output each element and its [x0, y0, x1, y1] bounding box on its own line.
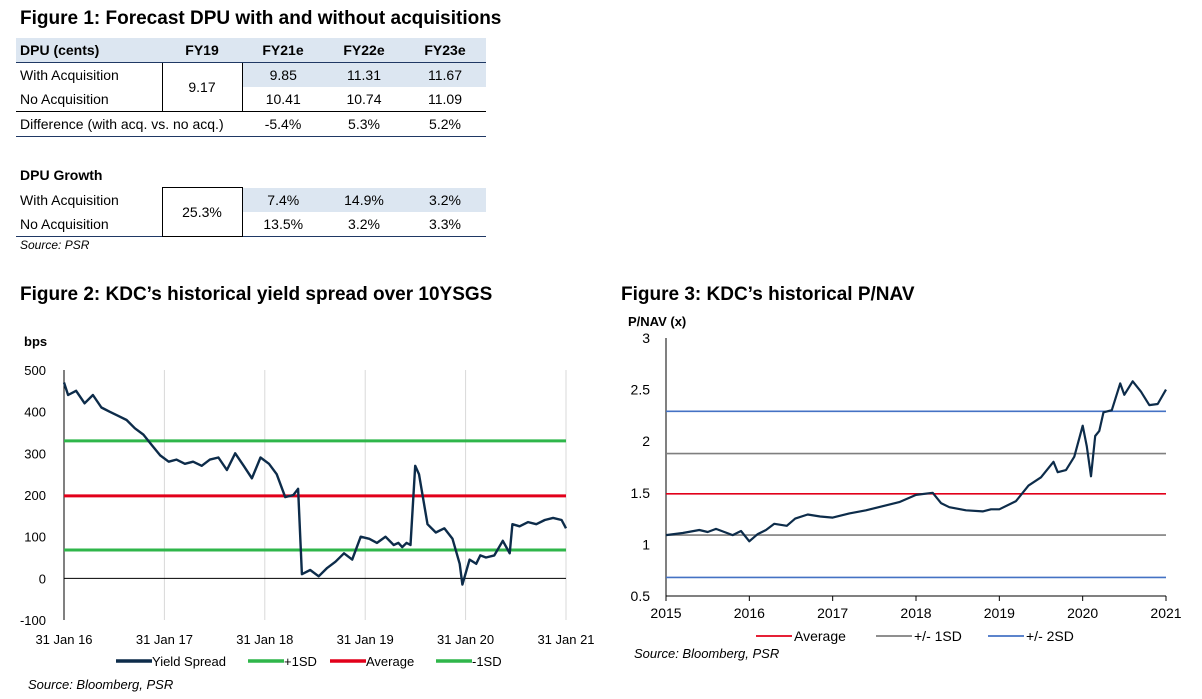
pnav-line — [665, 380, 1167, 543]
figure1-title: Figure 1: Forecast DPU with and without … — [20, 8, 502, 29]
row-label-with-acquisition: With Acquisition — [20, 67, 119, 83]
pnav-chart: P/NAV (x) 0.5 1 1.5 2 2.5 3 2015 2016 2017 2018 201… — [628, 314, 1182, 644]
y-tick-label: 100 — [24, 530, 46, 545]
x-tick-label: 2017 — [817, 605, 848, 621]
y-tick-label: 300 — [24, 446, 46, 461]
x-tick-label: 31 Jan 18 — [236, 632, 293, 647]
header-fy19: FY19 — [162, 38, 242, 63]
table-cell: 3.3% — [429, 215, 461, 232]
y-tick-label: 500 — [24, 363, 46, 378]
table-cell: 5.2% — [404, 111, 486, 137]
header-fy23e: FY23e — [404, 38, 486, 63]
row-label-difference: Difference (with acq. vs. no acq.) — [16, 111, 242, 137]
y-tick-label: 2.5 — [631, 382, 651, 398]
legend-label: +/- 2SD — [1026, 628, 1074, 644]
header-dpu: DPU (cents) — [16, 38, 162, 63]
figure3-title: Figure 3: KDC’s historical P/NAV — [621, 284, 915, 305]
table-cell: 3.2% — [404, 187, 486, 212]
fy19-growth-cell: 25.3% — [161, 187, 243, 237]
table-row: No Acquisition 10.41 10.74 11.09 — [16, 87, 486, 112]
table-cell: 11.09 — [428, 91, 462, 107]
table-cell: 11.67 — [404, 62, 486, 87]
x-tick-label: 2020 — [1067, 605, 1098, 621]
legend-label: Average — [366, 654, 414, 669]
yield-spread-chart: 31 Jan 16 31 Jan 17 31 Jan 18 31 Jan 19 31 J… — [20, 334, 595, 669]
header-fy21e: FY21e — [242, 38, 324, 63]
table-cell: -5.4% — [242, 111, 324, 137]
y-tick-label: 1 — [642, 536, 650, 552]
table-cell: 14.9% — [324, 187, 404, 212]
dpu-growth-title: DPU Growth — [20, 167, 103, 183]
table-cell: 10.74 — [346, 91, 382, 107]
table-cell: 3.2% — [348, 215, 380, 232]
figure3-source: Source: Bloomberg, PSR — [634, 646, 780, 661]
legend-label: Yield Spread — [152, 654, 226, 669]
x-tick-label: 2018 — [900, 605, 931, 621]
header-fy22e: FY22e — [324, 38, 404, 63]
y-tick-label: 0 — [39, 571, 46, 586]
figure1-source: Source: PSR — [20, 238, 90, 252]
y-tick-label: 200 — [24, 488, 46, 503]
table-section-header: DPU Growth — [16, 163, 486, 188]
y-tick-label: 0.5 — [631, 588, 651, 604]
table-row: With Acquisition 25.3% 7.4% 14.9% 3.2% — [16, 187, 486, 237]
x-tick-label: 31 Jan 21 — [537, 632, 594, 647]
table-cell: 5.3% — [324, 111, 404, 137]
y-tick-label: 400 — [24, 405, 46, 420]
table-header-row: DPU (cents) FY19 FY21e FY22e FY23e — [16, 38, 486, 63]
y-tick-label: 3 — [642, 330, 650, 346]
x-tick-label: 31 Jan 16 — [35, 632, 92, 647]
y-tick-label: 2 — [642, 433, 650, 449]
y-axis-label: P/NAV (x) — [628, 314, 686, 329]
table-cell: 9.85 — [242, 62, 324, 87]
table-row: With Acquisition 9.17 9.85 11.31 11.67 — [16, 62, 486, 112]
x-tick-label: 2021 — [1150, 605, 1181, 621]
fy19-dpu-cell: 9.17 — [161, 62, 243, 112]
y-tick-label: -100 — [20, 613, 46, 628]
table-cell: 7.4% — [242, 187, 324, 212]
table-cell: 11.31 — [324, 62, 404, 87]
table-cell: 13.5% — [263, 215, 304, 232]
table-row: Difference (with acq. vs. no acq.) -5.4%… — [16, 111, 486, 137]
table-cell: 10.41 — [265, 91, 301, 107]
x-tick-label: 2015 — [650, 605, 681, 621]
dpu-forecast-table: DPU (cents) FY19 FY21e FY22e FY23e With … — [16, 38, 486, 237]
y-tick-label: 1.5 — [631, 485, 651, 501]
x-tick-label: 2016 — [734, 605, 765, 621]
yield-spread-line — [62, 382, 568, 586]
figure2-title: Figure 2: KDC’s historical yield spread … — [20, 284, 493, 305]
legend-label: -1SD — [472, 654, 502, 669]
legend-label: Average — [794, 628, 846, 644]
x-tick-label: 31 Jan 17 — [136, 632, 193, 647]
figure2-source: Source: Bloomberg, PSR — [28, 677, 174, 692]
legend-label: +/- 1SD — [914, 628, 962, 644]
x-tick-label: 2019 — [984, 605, 1015, 621]
y-axis-label: bps — [24, 334, 47, 349]
legend-label: +1SD — [284, 654, 317, 669]
table-row: No Acquisition 13.5% 3.2% 3.3% — [16, 212, 486, 236]
row-label-no-acquisition: No Acquisition — [20, 91, 109, 107]
row-label-with-acquisition: With Acquisition — [20, 191, 119, 208]
row-label-no-acquisition: No Acquisition — [20, 215, 109, 232]
x-tick-label: 31 Jan 19 — [337, 632, 394, 647]
x-tick-label: 31 Jan 20 — [437, 632, 494, 647]
